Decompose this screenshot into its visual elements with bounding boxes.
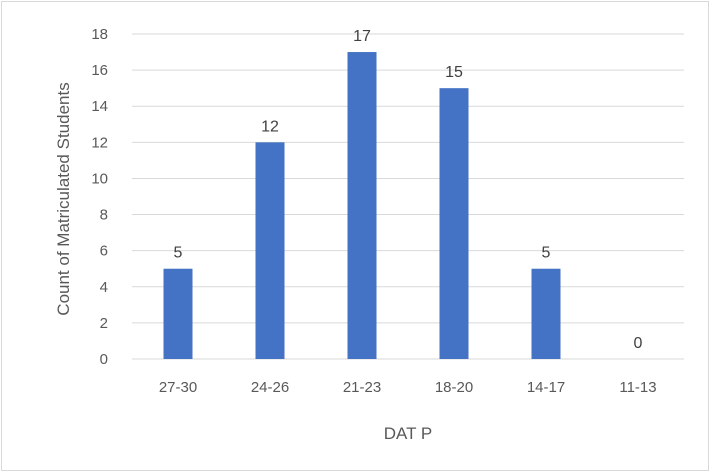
data-labels: 5 12 17 15 5 0: [174, 28, 643, 352]
x-tick-label: 14-17: [527, 379, 565, 396]
bars: [163, 52, 561, 360]
y-tick-label: 2: [100, 315, 108, 332]
x-axis-title: DAT P: [384, 424, 433, 443]
data-label: 12: [261, 118, 279, 135]
data-label: 0: [634, 335, 643, 352]
y-tick-label: 14: [91, 98, 108, 115]
y-tick-label: 12: [91, 134, 108, 151]
x-tick-label: 18-20: [435, 379, 473, 396]
y-axis-ticks: 0 2 4 6 8 10 12 14 16 18: [91, 26, 108, 368]
x-tick-label: 11-13: [619, 379, 656, 396]
bar-14-17: [531, 268, 561, 359]
x-tick-label: 24-26: [251, 379, 289, 396]
data-label: 5: [542, 245, 551, 262]
y-tick-label: 10: [91, 170, 108, 187]
y-tick-label: 0: [100, 351, 108, 368]
y-tick-label: 8: [100, 207, 108, 224]
bar-24-26: [255, 142, 285, 359]
y-tick-label: 16: [91, 62, 108, 79]
y-tick-label: 18: [91, 26, 108, 43]
data-label: 5: [174, 245, 183, 262]
x-tick-label: 27-30: [159, 379, 197, 396]
bar-18-20: [439, 88, 469, 360]
x-axis-ticks: 27-30 24-26 21-23 18-20 14-17 11-13: [159, 379, 657, 396]
y-axis-title: Count of Matriculated Students: [54, 82, 73, 315]
bar-21-23: [347, 52, 377, 360]
gridlines: [132, 33, 684, 360]
data-label: 17: [353, 28, 371, 45]
y-tick-label: 6: [100, 243, 108, 260]
bar-27-30: [163, 268, 193, 359]
data-label: 15: [445, 64, 463, 81]
x-tick-label: 21-23: [343, 379, 381, 396]
y-tick-label: 4: [100, 279, 108, 296]
